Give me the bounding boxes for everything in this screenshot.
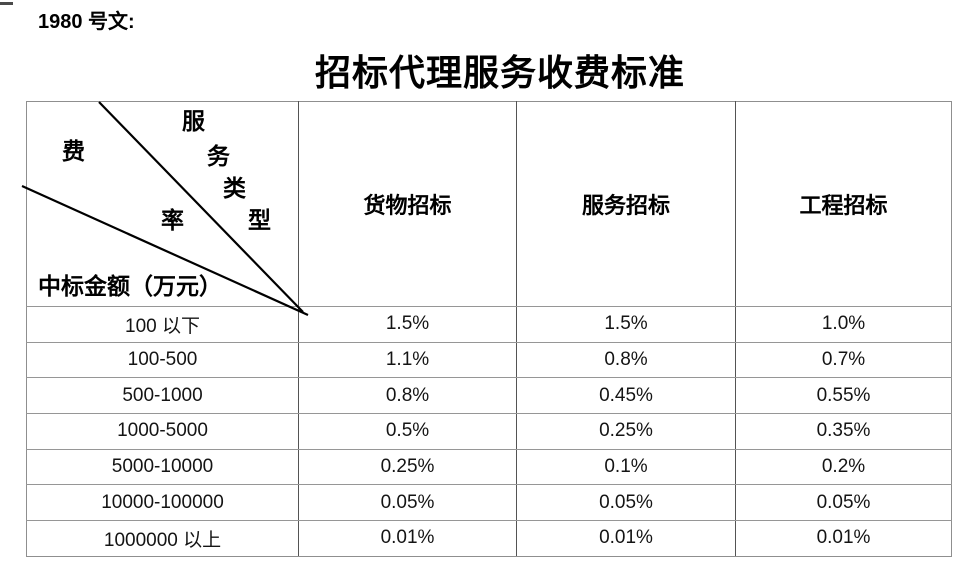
corner-row-axis-label: 中标金额（万元） <box>38 274 222 299</box>
fee-table: 服 务 类 型 费 率 中标金额（万元） 货物招标 服务招标 工程招标 100 … <box>21 101 952 557</box>
rate-cell: 0.35% <box>735 413 952 450</box>
table-row: 1000000 以上 0.01% 0.01% 0.01% <box>26 520 952 557</box>
amount-range-cell: 500-1000 <box>26 377 299 415</box>
rate-cell: 0.05% <box>735 484 952 522</box>
header-row: 服 务 类 型 费 率 中标金额（万元） 货物招标 服务招标 工程招标 <box>21 101 952 317</box>
rate-cell: 0.25% <box>298 448 517 486</box>
amount-range-cell: 1000-5000 <box>26 413 299 450</box>
corner-label-service-type-char: 务 <box>207 144 230 169</box>
amount-range-cell: 100-500 <box>26 341 299 379</box>
rate-cell: 0.05% <box>516 484 736 522</box>
diagonal-lines <box>21 101 309 317</box>
corner-label-service-type-char: 型 <box>248 208 271 233</box>
diagonal-corner-cell: 服 务 类 型 费 率 中标金额（万元） <box>21 101 309 317</box>
page-title: 招标代理服务收费标准 <box>314 53 685 93</box>
table-row: 100-500 1.1% 0.8% 0.7% <box>26 341 952 379</box>
corner-label-rate-char: 率 <box>161 208 184 233</box>
rate-cell: 0.25% <box>516 413 736 450</box>
rate-cell: 0.7% <box>735 341 952 379</box>
doc-number: 1980 号文: <box>38 11 135 33</box>
rate-cell: 0.01% <box>735 520 952 557</box>
rate-cell: 0.8% <box>516 341 736 379</box>
rate-cell: 0.8% <box>298 377 517 415</box>
corner-label-service-type-char: 类 <box>223 176 246 201</box>
rate-cell: 0.05% <box>298 484 517 522</box>
rate-cell: 1.0% <box>735 306 952 343</box>
fee-table-body: 100 以下 1.5% 1.5% 1.0% 100-500 1.1% 0.8% 0.7% 500… <box>26 306 952 557</box>
rate-cell: 0.45% <box>516 377 736 415</box>
table-row: 100 以下 1.5% 1.5% 1.0% <box>26 306 952 343</box>
table-row: 1000-5000 0.5% 0.25% 0.35% <box>26 413 952 450</box>
table-row: 500-1000 0.8% 0.45% 0.55% <box>26 377 952 415</box>
rate-cell: 0.2% <box>735 448 952 486</box>
amount-range-cell: 100 以下 <box>26 306 299 343</box>
rate-cell: 0.55% <box>735 377 952 415</box>
rate-cell: 0.5% <box>298 413 517 450</box>
rate-cell: 0.01% <box>516 520 736 557</box>
column-header-engineering: 工程招标 <box>735 101 952 307</box>
table-row: 5000-10000 0.25% 0.1% 0.2% <box>26 448 952 486</box>
corner-label-service-type-char: 服 <box>182 109 205 134</box>
amount-range-cell: 1000000 以上 <box>26 520 299 557</box>
amount-range-cell: 10000-100000 <box>26 484 299 522</box>
corner-label-rate-char: 费 <box>62 139 85 164</box>
table-row: 10000-100000 0.05% 0.05% 0.05% <box>26 484 952 522</box>
column-header-service: 服务招标 <box>516 101 736 307</box>
page-edge-mark <box>0 2 13 5</box>
rate-cell: 1.5% <box>516 306 736 343</box>
rate-cell: 0.01% <box>298 520 517 557</box>
amount-range-cell: 5000-10000 <box>26 448 299 486</box>
column-header-goods: 货物招标 <box>298 101 517 307</box>
rate-cell: 1.1% <box>298 341 517 379</box>
rate-cell: 1.5% <box>298 306 517 343</box>
rate-cell: 0.1% <box>516 448 736 486</box>
